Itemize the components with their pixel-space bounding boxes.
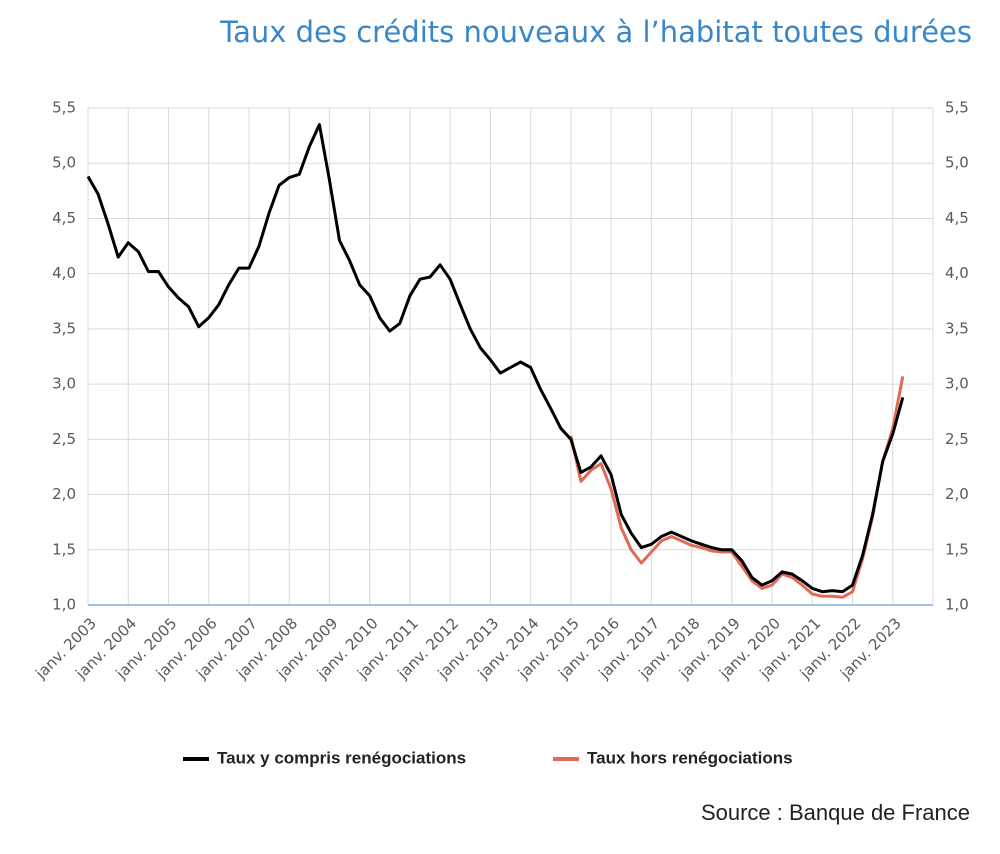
y-tick-label: 5,5	[52, 99, 76, 117]
y-tick-label: 4,5	[52, 209, 76, 227]
y2-tick-label: 2,0	[945, 485, 969, 503]
y2-tick-label: 3,0	[945, 375, 969, 393]
chart-title: Taux des crédits nouveaux à l’habitat to…	[219, 15, 972, 49]
y2-tick-label: 4,0	[945, 264, 969, 282]
y-tick-label: 1,0	[52, 596, 76, 614]
y-tick-label: 3,5	[52, 319, 76, 337]
y2-tick-label: 1,0	[945, 596, 969, 614]
legend-label: Taux hors renégociations	[587, 748, 793, 767]
y-tick-label: 4,0	[52, 264, 76, 282]
y-tick-label: 2,0	[52, 485, 76, 503]
y-tick-label: 5,0	[52, 154, 76, 172]
series-line	[569, 376, 905, 599]
y2-tick-label: 1,5	[945, 540, 969, 558]
y-tick-label: 3,0	[52, 375, 76, 393]
y-tick-label: 1,5	[52, 540, 76, 558]
y2-tick-label: 5,0	[945, 154, 969, 172]
y2-tick-label: 2,5	[945, 430, 969, 448]
y2-tick-label: 5,5	[945, 99, 969, 117]
legend-label: Taux y compris renégociations	[217, 748, 466, 767]
y-tick-label: 2,5	[52, 430, 76, 448]
series-line	[86, 123, 905, 594]
source: Source : Banque de France	[701, 800, 970, 825]
y2-tick-label: 3,5	[945, 319, 969, 337]
y2-tick-label: 4,5	[945, 209, 969, 227]
